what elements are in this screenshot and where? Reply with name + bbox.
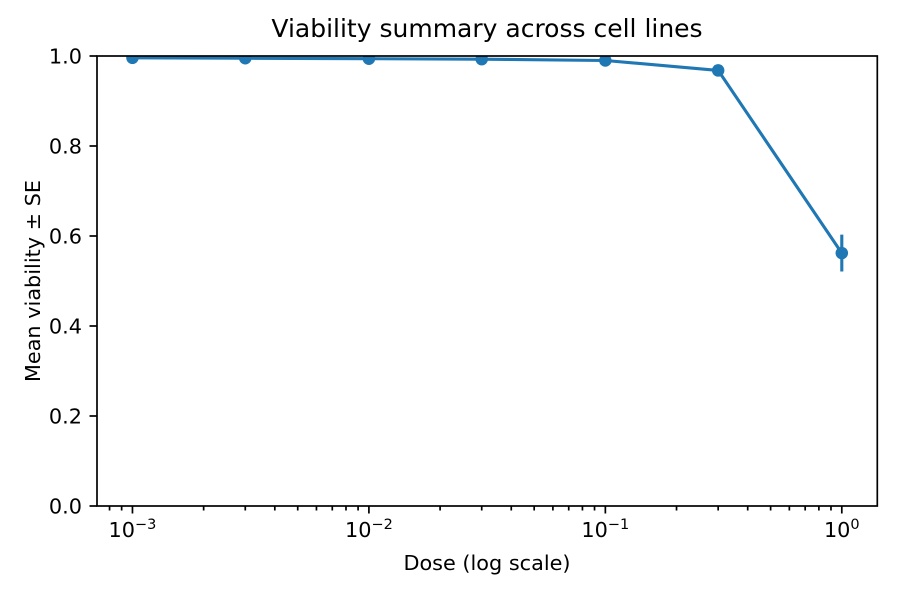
tick-layer bbox=[89, 55, 843, 514]
tick-label-layer: 10−3 10−2 10−1 100 0.0 0.2 0.4 0.6 0.8 1.0 bbox=[49, 44, 860, 542]
x-tick-label: 10−2 bbox=[345, 517, 393, 542]
data-point bbox=[362, 56, 376, 65]
data-point bbox=[475, 56, 488, 66]
y-tick-label: 0.4 bbox=[49, 314, 82, 338]
y-tick-label: 1.0 bbox=[49, 44, 82, 68]
series-line bbox=[132, 56, 844, 254]
data-point bbox=[711, 64, 725, 77]
y-tick-label: 0.6 bbox=[49, 224, 82, 248]
axes-spines bbox=[96, 55, 879, 507]
x-tick-label: 100 bbox=[824, 517, 860, 542]
data-layer bbox=[126, 56, 849, 272]
data-point bbox=[599, 56, 612, 67]
chart-title: Viability summary across cell lines bbox=[271, 14, 703, 43]
data-point bbox=[126, 56, 139, 65]
y-tick-label: 0.0 bbox=[49, 494, 82, 518]
y-tick-label: 0.8 bbox=[49, 134, 82, 158]
y-axis-label: Mean viability ± SE bbox=[21, 179, 45, 383]
data-point bbox=[239, 56, 252, 65]
data-point bbox=[835, 246, 849, 260]
y-tick-label: 0.2 bbox=[49, 404, 82, 428]
x-tick-label: 10−1 bbox=[581, 517, 629, 542]
x-tick-label: 10−3 bbox=[109, 517, 157, 542]
x-axis-label: Dose (log scale) bbox=[403, 551, 571, 575]
